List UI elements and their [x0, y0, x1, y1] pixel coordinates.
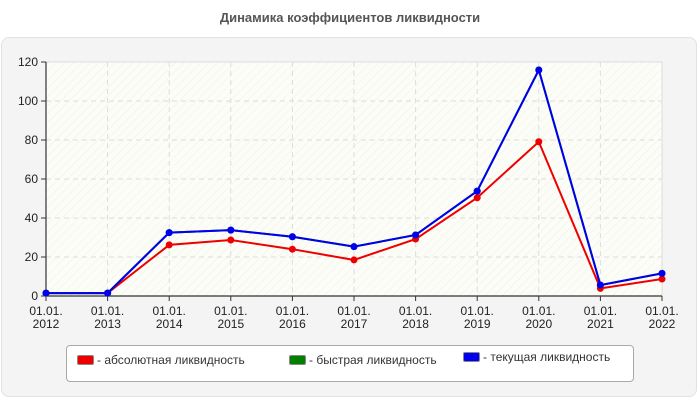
legend-item-quick: - быстрая ликвидность — [289, 353, 437, 367]
x-tick-label: 2022 — [649, 317, 676, 331]
x-tick-label: 01.01. — [29, 304, 62, 318]
legend: - абсолютная ликвидность - быстрая ликви… — [66, 345, 634, 382]
x-tick-label: 01.01. — [337, 304, 370, 318]
x-tick-label: 01.01. — [399, 304, 432, 318]
legend-swatch-red — [77, 355, 94, 365]
y-tick-label: 100 — [18, 94, 38, 108]
y-tick-label: 0 — [31, 289, 38, 303]
legend-item-current: - текущая ликвидность — [463, 350, 610, 364]
x-tick-label: 01.01. — [91, 304, 124, 318]
data-point — [350, 256, 358, 264]
x-tick-label: 2019 — [464, 317, 491, 331]
x-tick-label: 2020 — [525, 317, 552, 331]
x-tick-label: 2018 — [402, 317, 429, 331]
data-point — [288, 245, 296, 253]
x-tick-label: 2014 — [156, 317, 183, 331]
data-point — [165, 229, 173, 237]
axes: 02040608010012001.01.201201.01.201301.01… — [18, 55, 679, 331]
data-point — [535, 66, 543, 74]
y-tick-label: 120 — [18, 55, 38, 69]
data-point — [596, 281, 604, 289]
data-point — [288, 233, 296, 241]
x-tick-label: 01.01. — [276, 304, 309, 318]
legend-item-absolute: - абсолютная ликвидность — [77, 353, 245, 367]
data-point — [658, 269, 666, 277]
x-tick-label: 2012 — [33, 317, 60, 331]
data-point — [412, 231, 420, 239]
legend-label: - быстрая ликвидность — [309, 353, 437, 367]
gridlines — [46, 61, 662, 296]
x-tick-label: 01.01. — [153, 304, 186, 318]
x-tick-label: 2021 — [587, 317, 614, 331]
y-tick-label: 60 — [25, 172, 39, 186]
data-point — [227, 236, 235, 244]
data-point — [473, 187, 481, 195]
data-point — [535, 138, 543, 146]
legend-label: - абсолютная ликвидность — [97, 353, 245, 367]
y-tick-label: 20 — [25, 250, 39, 264]
x-tick-label: 01.01. — [584, 304, 617, 318]
data-point — [227, 226, 235, 234]
x-tick-label: 2013 — [94, 317, 121, 331]
data-point — [165, 241, 173, 249]
x-tick-label: 2015 — [217, 317, 244, 331]
x-tick-label: 2016 — [279, 317, 306, 331]
x-tick-label: 01.01. — [214, 304, 247, 318]
legend-swatch-green — [289, 355, 306, 365]
y-tick-label: 80 — [25, 133, 39, 147]
x-tick-label: 2017 — [341, 317, 368, 331]
data-point — [658, 275, 666, 283]
data-point — [350, 243, 358, 251]
data-point — [473, 194, 481, 202]
legend-label: - текущая ликвидность — [483, 350, 611, 364]
y-tick-label: 40 — [25, 211, 39, 225]
legend-swatch-blue — [463, 352, 480, 362]
x-tick-label: 01.01. — [522, 304, 555, 318]
series-lines — [42, 66, 666, 297]
x-tick-label: 01.01. — [645, 304, 678, 318]
data-point — [42, 289, 50, 297]
data-point — [104, 289, 112, 297]
chart-title: Динамика коэффициентов ликвидности — [219, 10, 481, 25]
x-tick-label: 01.01. — [461, 304, 494, 318]
